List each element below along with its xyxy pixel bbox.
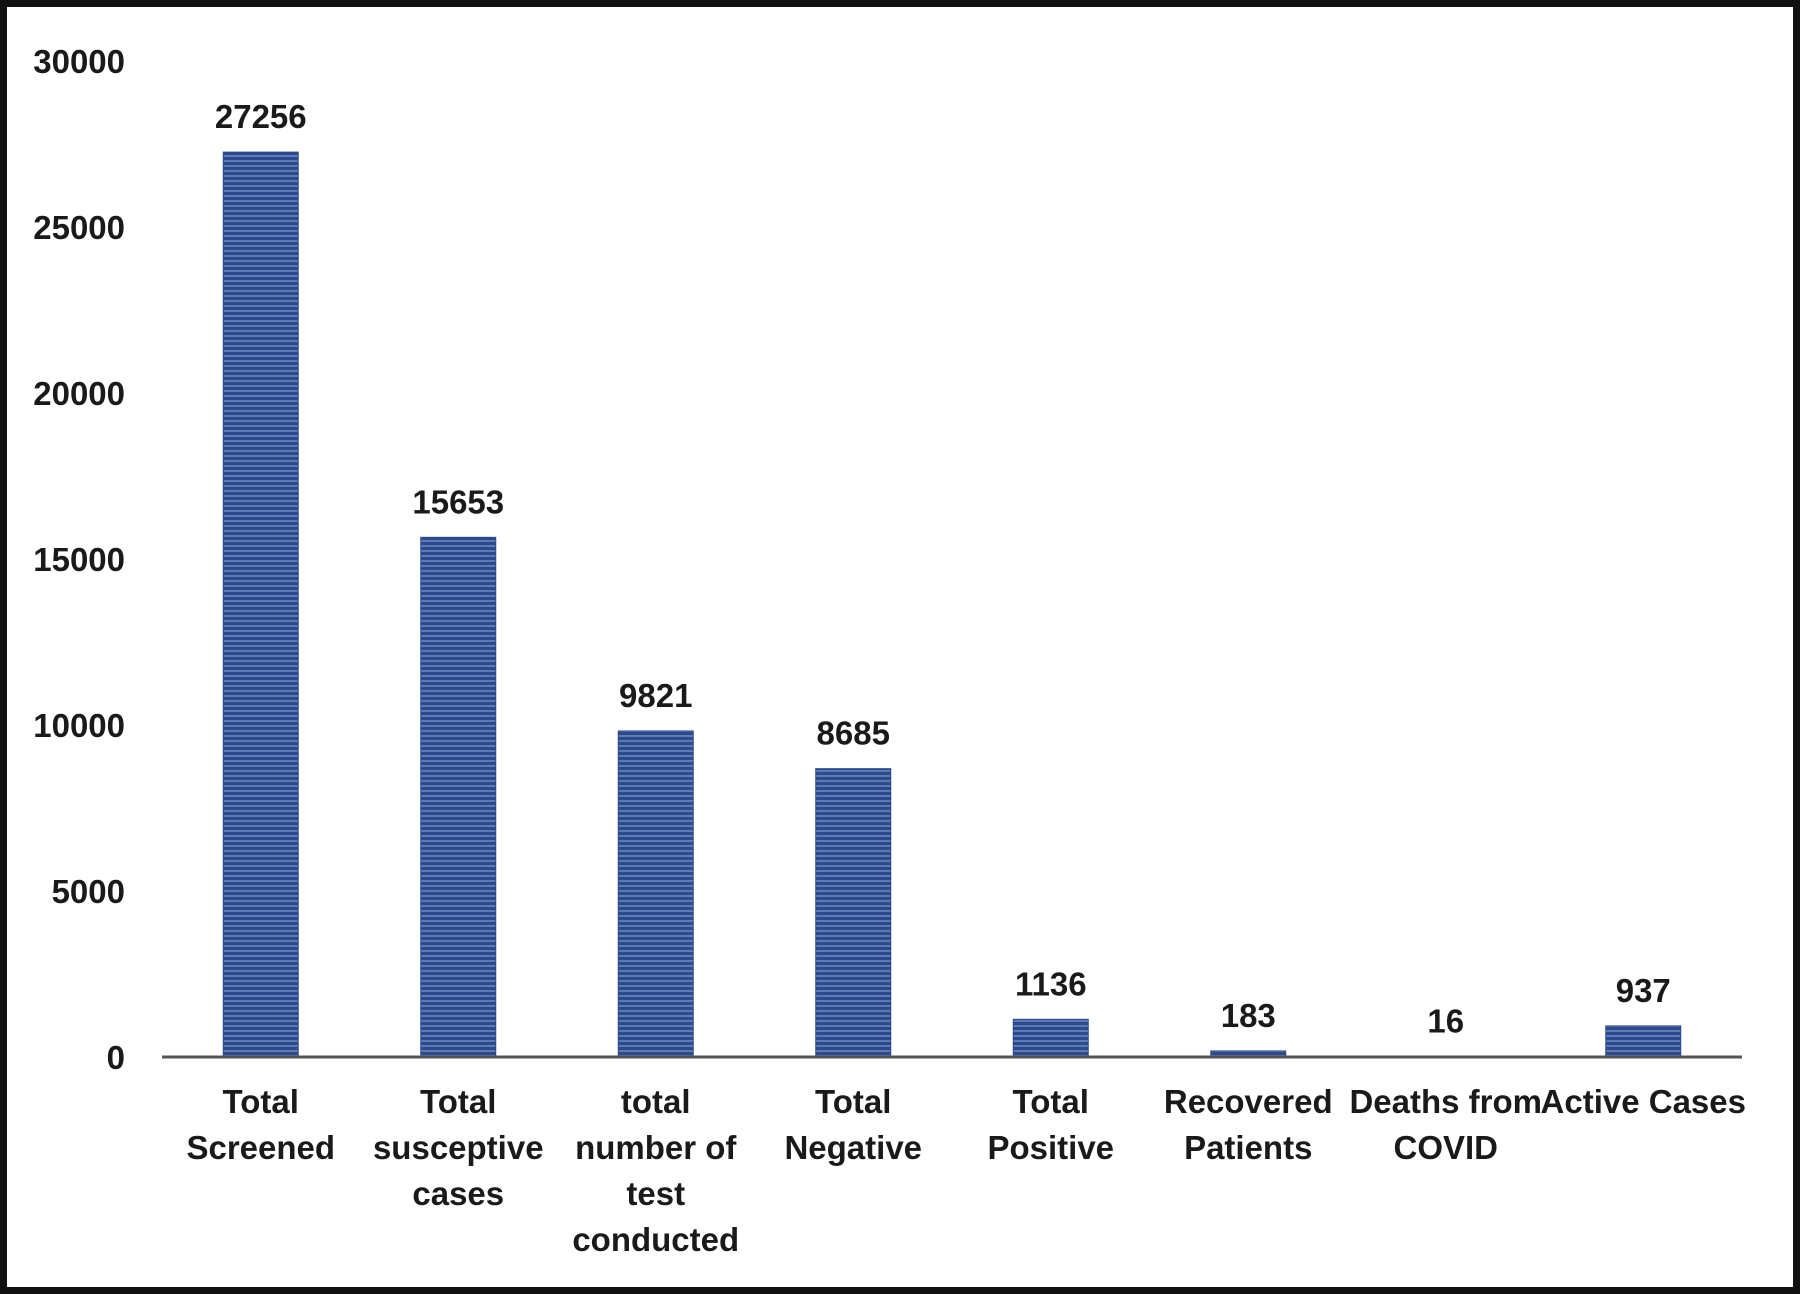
bar-value-label: 1136 (1015, 965, 1087, 1002)
x-category-label-line: Total (815, 1083, 891, 1120)
bar-value-label: 8685 (817, 715, 890, 752)
x-category-label-line: number of (575, 1129, 737, 1166)
x-category-label-line: Patients (1184, 1129, 1312, 1166)
bar (617, 730, 694, 1058)
data-labels: 27256 15653 9821 8685 1136 183 16 937 (215, 98, 1671, 1039)
x-category-label-line: Negative (784, 1129, 922, 1166)
x-category-label-line: Active Cases (1541, 1083, 1746, 1120)
x-category-label-line: cases (412, 1175, 504, 1212)
x-category-label-line: Total (223, 1083, 299, 1120)
x-category-label-line: COVID (1393, 1129, 1498, 1166)
y-tick-label: 20000 (33, 375, 125, 412)
x-category-label: Total Screened (186, 1083, 335, 1166)
x-category-label-line: Total (420, 1083, 496, 1120)
y-tick-label: 10000 (33, 707, 125, 744)
x-category-label-line: Deaths from (1349, 1083, 1542, 1120)
x-category-label-line: Recovered (1164, 1083, 1333, 1120)
x-category-label: total number of test conducted (572, 1083, 739, 1258)
x-category-label-line: Positive (987, 1129, 1114, 1166)
x-category-label: Total Negative (784, 1083, 922, 1166)
bar-value-label: 9821 (619, 677, 692, 714)
bars (222, 151, 1682, 1058)
y-axis-tick-labels: 0 5000 10000 15000 20000 25000 30000 (33, 43, 125, 1076)
x-category-label-line: test (626, 1175, 685, 1212)
x-category-label: Total susceptive cases (373, 1083, 544, 1212)
x-category-label: Active Cases (1541, 1083, 1746, 1120)
x-category-label: Deaths from COVID (1349, 1083, 1542, 1166)
bar-chart: 0 5000 10000 15000 20000 25000 30000 27256 1565… (33, 43, 1746, 1258)
y-tick-label: 30000 (33, 43, 125, 80)
bar (815, 768, 892, 1058)
bar (222, 151, 299, 1058)
bar (420, 536, 497, 1058)
bar-value-label: 937 (1616, 972, 1671, 1009)
x-category-label: Recovered Patients (1164, 1083, 1333, 1166)
y-tick-label: 15000 (33, 541, 125, 578)
x-category-label: Total Positive (987, 1083, 1114, 1166)
y-tick-label: 5000 (52, 873, 125, 910)
x-category-label-line: susceptive (373, 1129, 544, 1166)
bar-value-label: 15653 (412, 483, 504, 520)
x-axis-category-labels: Total Screened Total susceptive cases total nu… (186, 1083, 1746, 1258)
bar (1012, 1018, 1089, 1058)
x-category-label-line: Total (1013, 1083, 1089, 1120)
bar (1605, 1025, 1682, 1058)
y-tick-label: 25000 (33, 209, 125, 246)
bar-value-label: 183 (1221, 997, 1276, 1034)
y-tick-label: 0 (107, 1039, 125, 1076)
x-category-label-line: total (621, 1083, 691, 1120)
bar-value-label: 16 (1427, 1002, 1464, 1039)
x-category-label-line: conducted (572, 1221, 739, 1258)
x-category-label-line: Screened (186, 1129, 335, 1166)
bar-value-label: 27256 (215, 98, 307, 135)
